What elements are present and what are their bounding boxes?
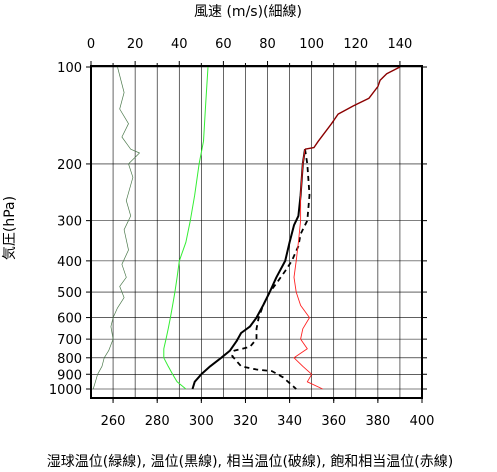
top-tick-label: 20 (127, 37, 144, 52)
bottom-tick-label: 280 (145, 414, 170, 429)
top-tick-label: 60 (215, 37, 232, 52)
series-layer (92, 66, 401, 390)
bottom-axis-title: 湿球温位(緑線), 温位(黒線), 相当温位(破線), 飽和相当温位(赤線) (47, 453, 453, 470)
bottom-tick-labels: 260 280 300 320 340 360 380 400 (101, 414, 435, 429)
plot-frame (90, 65, 423, 399)
series-theta (191, 149, 306, 390)
y-tick-label: 600 (57, 312, 82, 327)
bottom-tick-label: 340 (277, 414, 302, 429)
series-wind (92, 66, 140, 390)
y-tick-label: 1000 (49, 383, 82, 398)
bottom-tick-label: 260 (101, 414, 126, 429)
top-tick-labels: 0 20 40 60 80 100 120 140 (87, 37, 412, 52)
top-tick-label: 80 (259, 37, 276, 52)
y-axis-title: 気圧(hPa) (2, 196, 18, 260)
y-tick-label: 800 (57, 352, 82, 367)
top-axis-title: 風速 (m/s)(細線) (194, 4, 302, 20)
bottom-tick-label: 380 (365, 414, 390, 429)
top-tick-label: 100 (299, 37, 324, 52)
bottom-tick-label: 300 (189, 414, 214, 429)
tick-marks (86, 61, 427, 403)
series-theta-es-upper (304, 66, 401, 150)
series-theta-es (293, 149, 323, 390)
top-tick-label: 0 (87, 37, 95, 52)
bottom-tick-label: 320 (233, 414, 258, 429)
series-theta-e (231, 149, 311, 390)
y-tick-label: 300 (57, 215, 82, 230)
top-tick-label: 120 (343, 37, 368, 52)
bottom-tick-label: 360 (321, 414, 346, 429)
y-tick-label: 100 (57, 61, 82, 76)
y-tick-label: 200 (57, 158, 82, 173)
bottom-tick-label: 400 (410, 414, 435, 429)
top-tick-label: 140 (388, 37, 413, 52)
grid-lines (91, 66, 422, 398)
y-tick-label: 500 (57, 286, 82, 301)
y-tick-label: 400 (57, 255, 82, 270)
y-tick-label: 900 (57, 368, 82, 383)
y-tick-label: 700 (57, 333, 82, 348)
top-tick-label: 40 (171, 37, 188, 52)
series-wet-bulb-theta (163, 66, 209, 390)
